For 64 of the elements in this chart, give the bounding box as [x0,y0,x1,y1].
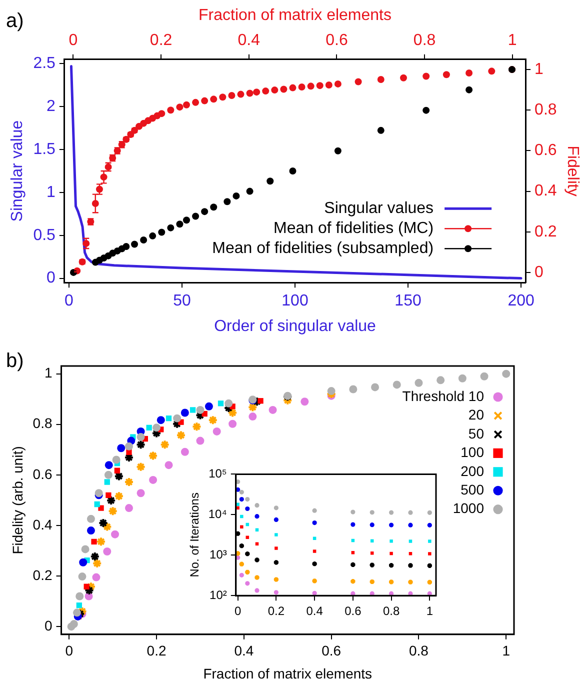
legend-label: 20 [468,406,484,423]
legend-label: Threshold 10 [402,388,484,404]
x-tick-label: 100 [282,292,308,310]
y-tick-label: 1.5 [33,140,56,158]
x-tick-label: 0.8 [382,604,400,618]
x2-tick-label: 0.2 [150,32,172,50]
x-tick-label: 1 [502,642,510,659]
x-tick-label: 0 [64,292,74,310]
legend-label: 500 [460,481,484,498]
x-tick-label: 0.2 [268,604,285,618]
y-axis-title: Fidelity (arb. unit) [9,446,26,554]
legend-label: Mean of fidelities (MC) [274,220,434,238]
x-tick-label: 1 [426,604,434,618]
y-axis-title: Singular value [9,120,26,222]
x-axis-title: Order of singular value [214,318,376,335]
x-tick-label: 150 [394,292,422,310]
y-axis-title: No. of Iterations [188,492,202,578]
y-tick-label: 0 [46,270,56,287]
y-tick-label: 0.4 [32,516,52,532]
y2-tick-label: 0.6 [534,142,557,160]
y-tick-label: 0.6 [32,466,52,482]
y-tick-label: 0 [44,617,52,634]
legend-label: Singular values [324,200,434,218]
x2-tick-label: 0.8 [413,32,436,50]
y-tick-label: 0.2 [32,566,52,583]
y-tick-label: 10⁴ [208,506,227,521]
y2-tick-label: 0 [534,264,544,281]
x-tick-label: 0.4 [306,604,324,618]
y2-axis-title: Fidelity [564,146,581,196]
x-tick-label: 200 [508,292,534,310]
y2-tick-label: 1 [534,60,544,78]
x-tick-label: 0.6 [322,642,342,659]
y-tick-label: 0.8 [32,415,52,432]
y2-tick-label: 0.8 [534,102,557,119]
x-tick-label: 50 [173,292,191,310]
chart-title: b) [6,350,24,373]
legend-label: 1000 [452,500,484,516]
y-tick-label: 0.5 [33,226,56,244]
y-tick-label: 1 [44,364,52,381]
legend-label: 100 [460,444,484,460]
x-axis-title: Fraction of matrix elements [203,665,372,682]
legend-label: Mean of fidelities (subsampled) [212,240,434,258]
x-tick-label: 0.6 [344,604,362,618]
legend-label: 50 [468,425,484,442]
y2-tick-label: 0.4 [534,182,557,200]
y-tick-label: 10² [210,588,227,602]
x2-axis-title: Fraction of matrix elements [198,7,392,24]
x-tick-label: 0 [65,642,74,659]
x-tick-label: 0.2 [146,642,166,659]
x-tick-label: 0 [234,604,242,618]
x2-tick-label: 0 [68,32,78,50]
y-tick-label: 10⁵ [208,466,227,481]
y-tick-label: 2.5 [33,55,56,72]
x2-tick-label: 1 [508,32,517,50]
y2-tick-label: 0.2 [534,223,557,240]
x2-tick-label: 0.6 [326,32,348,50]
x-tick-label: 0.4 [234,642,254,659]
x2-tick-label: 0.4 [238,32,260,50]
x-tick-label: 0.8 [409,642,429,659]
y-tick-label: 2 [46,98,56,116]
legend-label: 200 [460,462,484,479]
y-tick-label: 10³ [210,547,227,562]
chart-title: a) [6,10,24,33]
y-tick-label: 1 [46,184,56,201]
